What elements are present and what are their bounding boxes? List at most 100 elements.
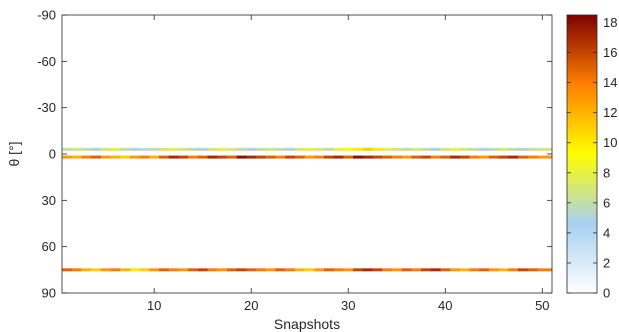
heatmap-cell (508, 147, 519, 151)
heatmap-cell (411, 268, 422, 272)
colorbar-ticks: 0 2 4 6 8 10 12 14 16 18 (567, 15, 617, 301)
heatmap-cell (430, 268, 441, 272)
heatmap-cell (226, 155, 238, 159)
heatmap-cell (149, 268, 160, 272)
heatmap-cell (129, 147, 141, 151)
heatmap-cell (527, 155, 538, 159)
colorbar-tick-label: 14 (603, 75, 617, 90)
heatmap-cell (275, 147, 286, 151)
heatmap-cell (508, 268, 519, 272)
heatmap-cell (479, 268, 490, 272)
x-tick-label: 30 (341, 298, 355, 313)
heatmap-cell (226, 147, 238, 151)
heatmap-cell (246, 147, 257, 151)
heatmap-cell (178, 147, 189, 151)
heatmap-cell (62, 147, 73, 151)
heatmap-cell (459, 147, 470, 151)
heatmap-cell (275, 155, 286, 159)
heatmap-cell (159, 147, 170, 151)
heatmap-cell (411, 147, 422, 151)
heatmap-cell (527, 268, 538, 272)
heatmap-cell (518, 155, 529, 159)
heatmap-cell (217, 268, 228, 272)
heatmap-cell (469, 268, 480, 272)
colorbar-tick-label: 12 (603, 105, 617, 120)
x-tick-label: 20 (244, 298, 258, 313)
heatmap-cell (256, 147, 267, 151)
heatmap-cell (110, 155, 121, 159)
heatmap-cell (294, 155, 305, 159)
heatmap-cell (285, 147, 296, 151)
heatmap-cell (401, 268, 412, 272)
heatmap-cell (323, 268, 335, 272)
heatmap-cell (440, 155, 451, 159)
heatmap-cell (226, 268, 238, 272)
heatmap-cell (382, 268, 393, 272)
heatmap-cell (188, 268, 199, 272)
heatmap-cells (62, 147, 553, 272)
heatmap-cell (71, 155, 82, 159)
heatmap-cell (440, 147, 451, 151)
heatmap-cell (285, 155, 296, 159)
x-tick-label: 40 (438, 298, 452, 313)
heatmap-cell (401, 147, 412, 151)
x-axis: 10 20 30 40 50 (147, 15, 550, 313)
heatmap-cell (430, 147, 441, 151)
heatmap-cell (265, 268, 276, 272)
heatmap-cell (265, 155, 276, 159)
heatmap-cell (100, 147, 111, 151)
x-tick-label: 10 (147, 298, 161, 313)
heatmap-cell (362, 147, 373, 151)
heatmap-cell (343, 155, 354, 159)
heatmap-cell (256, 268, 267, 272)
heatmap-cell (159, 155, 170, 159)
heatmap-cell (333, 155, 344, 159)
heatmap-cell (207, 268, 218, 272)
heatmap-cell (91, 268, 102, 272)
heatmap-cell (129, 268, 141, 272)
heatmap-cell (294, 147, 305, 151)
heatmap-cell (246, 155, 257, 159)
heatmap-cell (217, 155, 228, 159)
colorbar-tick-label: 0 (603, 286, 610, 301)
heatmap-cell (401, 155, 412, 159)
heatmap-cell (100, 268, 111, 272)
x-axis-title: Snapshots (274, 316, 340, 332)
heatmap-cell (188, 147, 199, 151)
heatmap-cell (207, 147, 218, 151)
heatmap-cell (256, 155, 267, 159)
heatmap-cell (120, 147, 131, 151)
heatmap-cell (459, 155, 470, 159)
y-tick-label: 30 (42, 193, 56, 208)
colorbar-tick-label: 10 (603, 135, 617, 150)
colorbar-tick-label: 16 (603, 45, 617, 60)
y-axis: -90 -60 -30 0 30 60 90 (37, 8, 552, 301)
heatmap-cell (498, 147, 509, 151)
heatmap-cell (362, 155, 373, 159)
heatmap-cell (372, 155, 383, 159)
heatmap-cell (450, 155, 461, 159)
heatmap-cell (304, 155, 315, 159)
heatmap-cell (333, 147, 344, 151)
heatmap-cell (508, 155, 519, 159)
colorbar-tick-label: 2 (603, 255, 610, 270)
heatmap-cell (498, 268, 509, 272)
heatmap-cell (421, 155, 432, 159)
heatmap-cell (81, 147, 92, 151)
y-tick-label: 60 (42, 239, 56, 254)
heatmap-cell (81, 268, 92, 272)
heatmap-cell (91, 155, 102, 159)
colorbar-tick-label: 4 (603, 225, 610, 240)
heatmap-cell (362, 268, 373, 272)
heatmap-cell (168, 155, 179, 159)
y-axis-title: θ [°] (6, 141, 22, 166)
heatmap-cell (100, 155, 111, 159)
heatmap-cell (314, 147, 325, 151)
heatmap-cell (120, 155, 131, 159)
heatmap-cell (71, 268, 82, 272)
heatmap-cell (110, 268, 121, 272)
heatmap-cell (488, 147, 500, 151)
heatmap-cell (391, 147, 403, 151)
heatmap-cell (294, 268, 305, 272)
heatmap-cell (430, 155, 441, 159)
